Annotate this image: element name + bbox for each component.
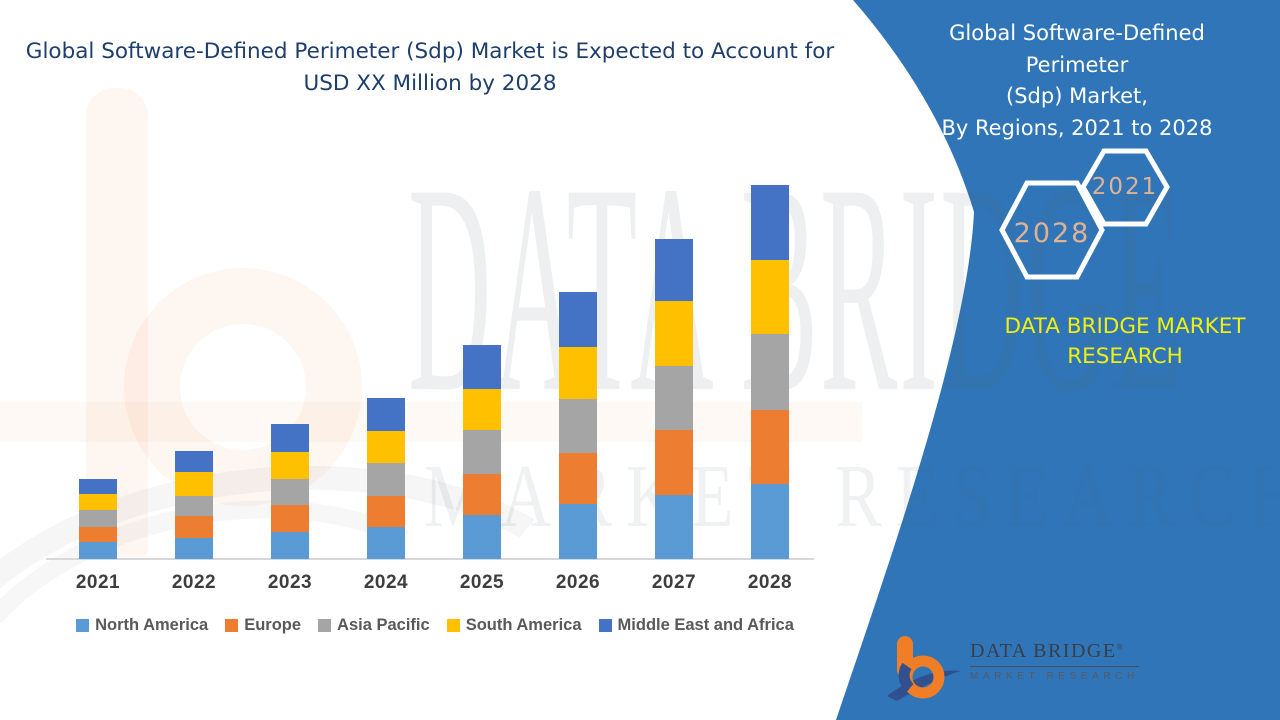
year-hexagons-icon (999, 148, 1170, 280)
segment-2025-south-america (463, 389, 501, 430)
segment-2027-middle-east-and-africa (655, 239, 693, 301)
segment-2026-north-america (559, 504, 597, 559)
logo-title-text: DATA BRIDGE (970, 640, 1117, 662)
segment-2027-south-america (655, 301, 693, 366)
panel-title-line1: Global Software-Defined Perimeter (949, 21, 1205, 77)
chart-title-line2: USD XX Million by 2028 (303, 71, 557, 96)
segment-2024-north-america (367, 527, 405, 559)
legend-swatch-icon (598, 619, 612, 632)
legend-label: Middle East and Africa (617, 616, 794, 634)
brand-text-line2: RESEARCH (1067, 344, 1183, 369)
x-tick-2028: 2028 (747, 572, 793, 593)
legend-item-south-america: South America (446, 616, 582, 635)
legend-swatch-icon (318, 619, 332, 632)
segment-2025-asia-pacific (463, 430, 501, 474)
watermark-band (0, 402, 862, 442)
x-tick-2021: 2021 (75, 572, 121, 593)
x-tick-2024: 2024 (363, 572, 409, 593)
bar-2028 (751, 185, 789, 559)
segment-2024-south-america (367, 431, 405, 463)
watermark-logo-bar (86, 88, 148, 556)
segment-2026-middle-east-and-africa (559, 292, 597, 347)
x-tick-2022: 2022 (171, 572, 217, 593)
legend-label: Asia Pacific (337, 616, 430, 634)
segment-2022-middle-east-and-africa (175, 451, 213, 472)
segment-2025-middle-east-and-africa (463, 345, 501, 389)
segment-2023-north-america (271, 532, 309, 559)
legend-label: South America (465, 616, 582, 634)
panel-title: Global Software-Defined Perimeter (Sdp) … (897, 18, 1257, 144)
segment-2024-middle-east-and-africa (367, 398, 405, 431)
registered-mark: ® (1116, 642, 1125, 652)
legend-swatch-icon (446, 619, 460, 632)
bar-2026 (559, 292, 597, 559)
segment-2021-europe (79, 527, 117, 542)
segment-2026-asia-pacific (559, 399, 597, 453)
hexagon-label-2021: 2021 (1091, 174, 1159, 200)
segment-2025-europe (463, 474, 501, 515)
bar-2022 (175, 451, 213, 559)
x-tick-2027: 2027 (651, 572, 697, 593)
logo-subtitle: MARKET RESEARCH (970, 671, 1139, 682)
segment-2023-asia-pacific (271, 479, 309, 505)
segment-2027-north-america (655, 495, 693, 559)
panel-title-line2: (Sdp) Market, (1006, 84, 1148, 108)
legend-item-asia-pacific: Asia Pacific (318, 616, 430, 635)
segment-2028-europe (751, 410, 789, 484)
legend-label: Europe (244, 616, 302, 634)
legend-swatch-icon (76, 619, 90, 632)
bar-2021 (79, 479, 117, 559)
legend-label: North America (95, 616, 209, 634)
segment-2027-europe (655, 430, 693, 495)
logo-title: DATA BRIDGE® (970, 640, 1139, 667)
bar-2023 (271, 424, 309, 559)
logo-text: DATA BRIDGE® MARKET RESEARCH (970, 640, 1139, 682)
segment-2021-north-america (79, 542, 117, 559)
chart-legend: North America Europe Asia Pacific South Ame… (40, 616, 830, 635)
segment-2028-south-america (751, 260, 789, 334)
segment-2028-asia-pacific (751, 334, 789, 410)
x-tick-2026: 2026 (555, 572, 601, 593)
bar-2024 (367, 398, 405, 559)
panel-title-line3: By Regions, 2021 to 2028 (941, 115, 1213, 140)
chart-title: Global Software-Defined Perimeter (Sdp) … (0, 36, 860, 100)
company-logo: DATA BRIDGE® MARKET RESEARCH (884, 630, 1139, 712)
segment-2026-europe (559, 453, 597, 504)
bar-2027 (655, 239, 693, 559)
stacked-bar-chart: 2021 2022 2023 2024 2025 2026 2027 2028 North A… (40, 185, 830, 635)
x-tick-2025: 2025 (459, 572, 505, 593)
segment-2021-asia-pacific (79, 510, 117, 527)
legend-item-north-america: North America (76, 616, 208, 635)
chart-title-line1: Global Software-Defined Perimeter (Sdp) … (25, 39, 835, 64)
segment-2028-middle-east-and-africa (751, 185, 789, 260)
bar-2025 (463, 345, 501, 559)
segment-2022-south-america (175, 472, 213, 496)
legend-item-europe: Europe (225, 616, 301, 635)
segment-2025-north-america (463, 515, 501, 559)
segment-2024-asia-pacific (367, 463, 405, 496)
segment-2021-middle-east-and-africa (79, 479, 117, 494)
x-axis-line (46, 558, 814, 560)
legend-item-middle-east-and-africa: Middle East and Africa (598, 616, 794, 635)
segment-2022-north-america (175, 538, 213, 559)
hexagon-label-2028: 2028 (1013, 218, 1091, 249)
segment-2027-asia-pacific (655, 366, 693, 430)
segment-2024-europe (367, 496, 405, 527)
segment-2023-south-america (271, 452, 309, 479)
segment-2022-europe (175, 516, 213, 538)
segment-2028-north-america (751, 484, 789, 559)
watermark-text-databridge: DATA BRIDGE (408, 122, 1185, 454)
segment-2026-south-america (559, 347, 597, 399)
segment-2022-asia-pacific (175, 496, 213, 516)
segment-2023-europe (271, 505, 309, 532)
brand-text: DATA BRIDGE MARKET RESEARCH (960, 312, 1280, 372)
brand-text-line1: DATA BRIDGE MARKET (1004, 314, 1246, 339)
databridge-logo-icon (887, 636, 961, 701)
segment-2023-middle-east-and-africa (271, 424, 309, 452)
x-tick-2023: 2023 (267, 572, 313, 593)
legend-swatch-icon (225, 619, 239, 632)
segment-2021-south-america (79, 494, 117, 510)
